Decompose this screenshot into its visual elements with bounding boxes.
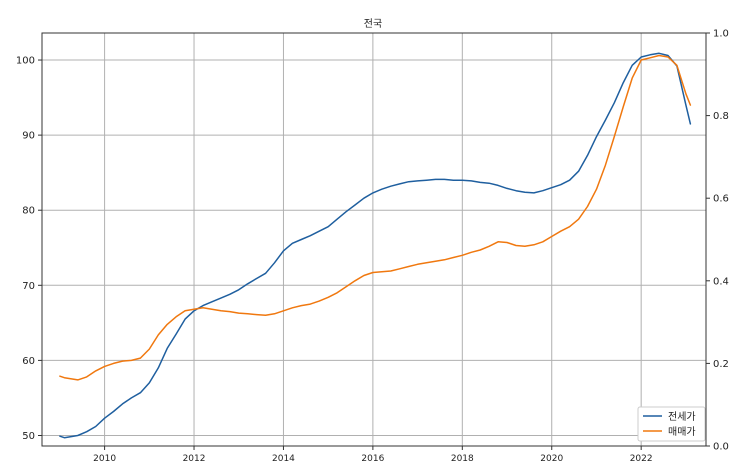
y-tick-label: 70 bbox=[22, 281, 35, 292]
series-line-1 bbox=[59, 54, 692, 381]
x-tick-label: 2018 bbox=[451, 454, 474, 464]
series-line-0 bbox=[59, 52, 692, 439]
y2-tick-label: 0.8 bbox=[713, 111, 729, 122]
legend: 전세가 매매가 bbox=[637, 406, 706, 442]
plot-frame bbox=[41, 32, 707, 447]
y-tick-label: 90 bbox=[22, 131, 35, 142]
y-axis-right: 0.0 0.2 0.4 0.6 0.8 1.0 bbox=[706, 29, 729, 453]
x-tick-label: 2016 bbox=[361, 454, 384, 464]
x-tick-label: 2022 bbox=[630, 454, 653, 464]
y-tick-label: 50 bbox=[22, 431, 35, 442]
y2-tick-label: 1.0 bbox=[713, 29, 729, 40]
grid bbox=[42, 33, 706, 446]
x-tick-label: 2014 bbox=[272, 454, 295, 464]
legend-label-jeonse: 전세가 bbox=[668, 411, 696, 423]
y-tick-label: 60 bbox=[22, 356, 35, 367]
legend-label-maemae: 매매가 bbox=[668, 426, 696, 438]
x-tick-label: 2010 bbox=[93, 454, 116, 464]
x-tick-label: 2020 bbox=[540, 454, 563, 464]
y-tick-label: 80 bbox=[22, 206, 35, 217]
y2-tick-label: 0.6 bbox=[713, 194, 729, 205]
x-axis: 2010 2012 2014 2016 2018 2020 2022 bbox=[93, 446, 653, 464]
y2-tick-label: 0.0 bbox=[713, 442, 729, 453]
y-tick-label: 100 bbox=[16, 56, 35, 67]
plot-lines bbox=[59, 52, 692, 439]
y2-tick-label: 0.4 bbox=[713, 276, 729, 287]
chart-title: 전국 bbox=[364, 18, 382, 30]
y-axis-left: 50 60 70 80 90 100 bbox=[16, 56, 42, 442]
y2-tick-label: 0.2 bbox=[713, 359, 729, 370]
x-tick-label: 2012 bbox=[183, 454, 206, 464]
